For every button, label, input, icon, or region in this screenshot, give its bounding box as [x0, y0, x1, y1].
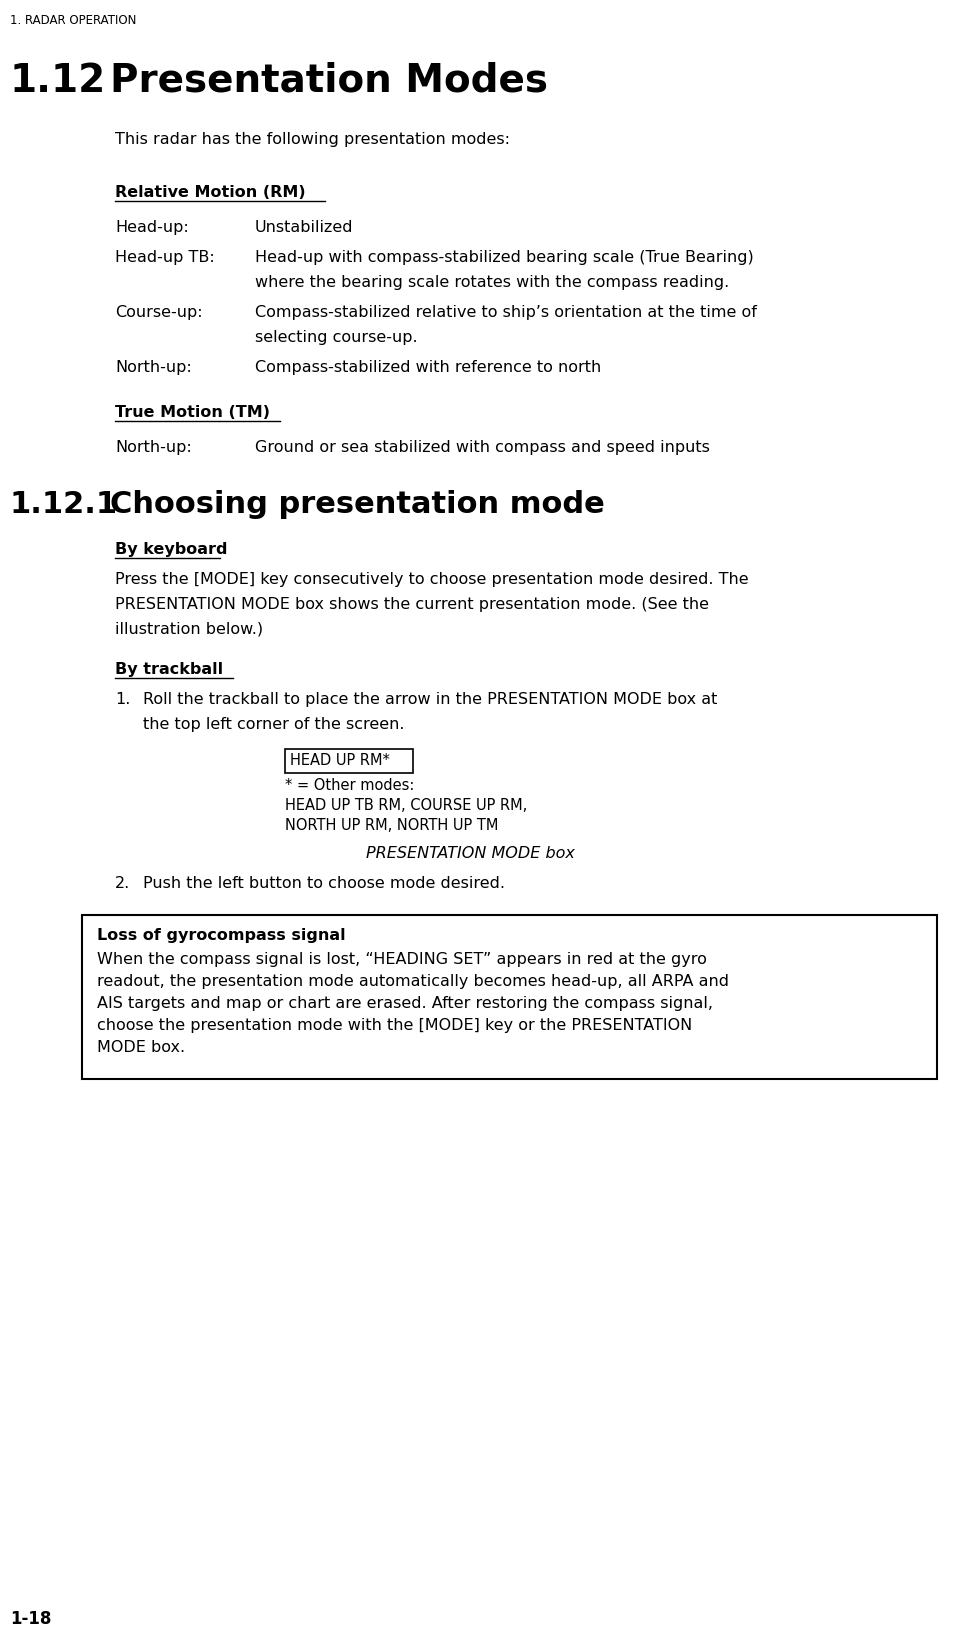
- Text: where the bearing scale rotates with the compass reading.: where the bearing scale rotates with the…: [255, 274, 729, 290]
- Text: Head-up:: Head-up:: [115, 220, 189, 235]
- Text: * = Other modes:: * = Other modes:: [285, 777, 414, 793]
- Text: 1.: 1.: [115, 692, 130, 707]
- Text: readout, the presentation mode automatically becomes head-up, all ARPA and: readout, the presentation mode automatic…: [97, 973, 729, 989]
- Text: When the compass signal is lost, “HEADING SET” appears in red at the gyro: When the compass signal is lost, “HEADIN…: [97, 951, 706, 966]
- Text: 1.12: 1.12: [10, 62, 107, 100]
- Text: choose the presentation mode with the [MODE] key or the PRESENTATION: choose the presentation mode with the [M…: [97, 1017, 692, 1033]
- Text: 1. RADAR OPERATION: 1. RADAR OPERATION: [10, 15, 137, 28]
- Text: North-up:: North-up:: [115, 359, 192, 375]
- Text: Ground or sea stabilized with compass and speed inputs: Ground or sea stabilized with compass an…: [255, 439, 709, 455]
- Text: NORTH UP RM, NORTH UP TM: NORTH UP RM, NORTH UP TM: [285, 818, 498, 832]
- Text: Presentation Modes: Presentation Modes: [109, 62, 547, 100]
- Text: By keyboard: By keyboard: [115, 542, 228, 557]
- Text: Unstabilized: Unstabilized: [255, 220, 353, 235]
- Text: Course-up:: Course-up:: [115, 305, 203, 320]
- Text: Roll the trackball to place the arrow in the PRESENTATION MODE box at: Roll the trackball to place the arrow in…: [142, 692, 717, 707]
- Text: This radar has the following presentation modes:: This radar has the following presentatio…: [115, 132, 510, 147]
- Text: AIS targets and map or chart are erased. After restoring the compass signal,: AIS targets and map or chart are erased.…: [97, 996, 712, 1010]
- Text: MODE box.: MODE box.: [97, 1040, 185, 1054]
- Text: selecting course-up.: selecting course-up.: [255, 330, 418, 344]
- Text: Push the left button to choose mode desired.: Push the left button to choose mode desi…: [142, 875, 505, 891]
- Text: Choosing presentation mode: Choosing presentation mode: [109, 490, 604, 519]
- Text: Head-up TB:: Head-up TB:: [115, 250, 214, 264]
- Text: By trackball: By trackball: [115, 661, 223, 677]
- Text: North-up:: North-up:: [115, 439, 192, 455]
- Text: Relative Motion (RM): Relative Motion (RM): [115, 184, 305, 199]
- FancyBboxPatch shape: [285, 749, 413, 774]
- Text: PRESENTATION MODE box shows the current presentation mode. (See the: PRESENTATION MODE box shows the current …: [115, 597, 708, 612]
- Text: True Motion (TM): True Motion (TM): [115, 405, 269, 419]
- Text: the top left corner of the screen.: the top left corner of the screen.: [142, 716, 404, 731]
- Text: 1.12.1: 1.12.1: [10, 490, 118, 519]
- Text: illustration below.): illustration below.): [115, 622, 263, 636]
- Text: Compass-stabilized relative to ship’s orientation at the time of: Compass-stabilized relative to ship’s or…: [255, 305, 756, 320]
- Text: 2.: 2.: [115, 875, 130, 891]
- Text: Compass-stabilized with reference to north: Compass-stabilized with reference to nor…: [255, 359, 601, 375]
- Text: 1-18: 1-18: [10, 1609, 51, 1627]
- Text: PRESENTATION MODE box: PRESENTATION MODE box: [365, 845, 574, 860]
- Text: Press the [MODE] key consecutively to choose presentation mode desired. The: Press the [MODE] key consecutively to ch…: [115, 571, 748, 586]
- Text: Loss of gyrocompass signal: Loss of gyrocompass signal: [97, 927, 345, 942]
- Text: HEAD UP TB RM, COURSE UP RM,: HEAD UP TB RM, COURSE UP RM,: [285, 798, 527, 813]
- Text: Head-up with compass-stabilized bearing scale (True Bearing): Head-up with compass-stabilized bearing …: [255, 250, 753, 264]
- FancyBboxPatch shape: [82, 916, 936, 1079]
- Text: HEAD UP RM*: HEAD UP RM*: [290, 752, 390, 767]
